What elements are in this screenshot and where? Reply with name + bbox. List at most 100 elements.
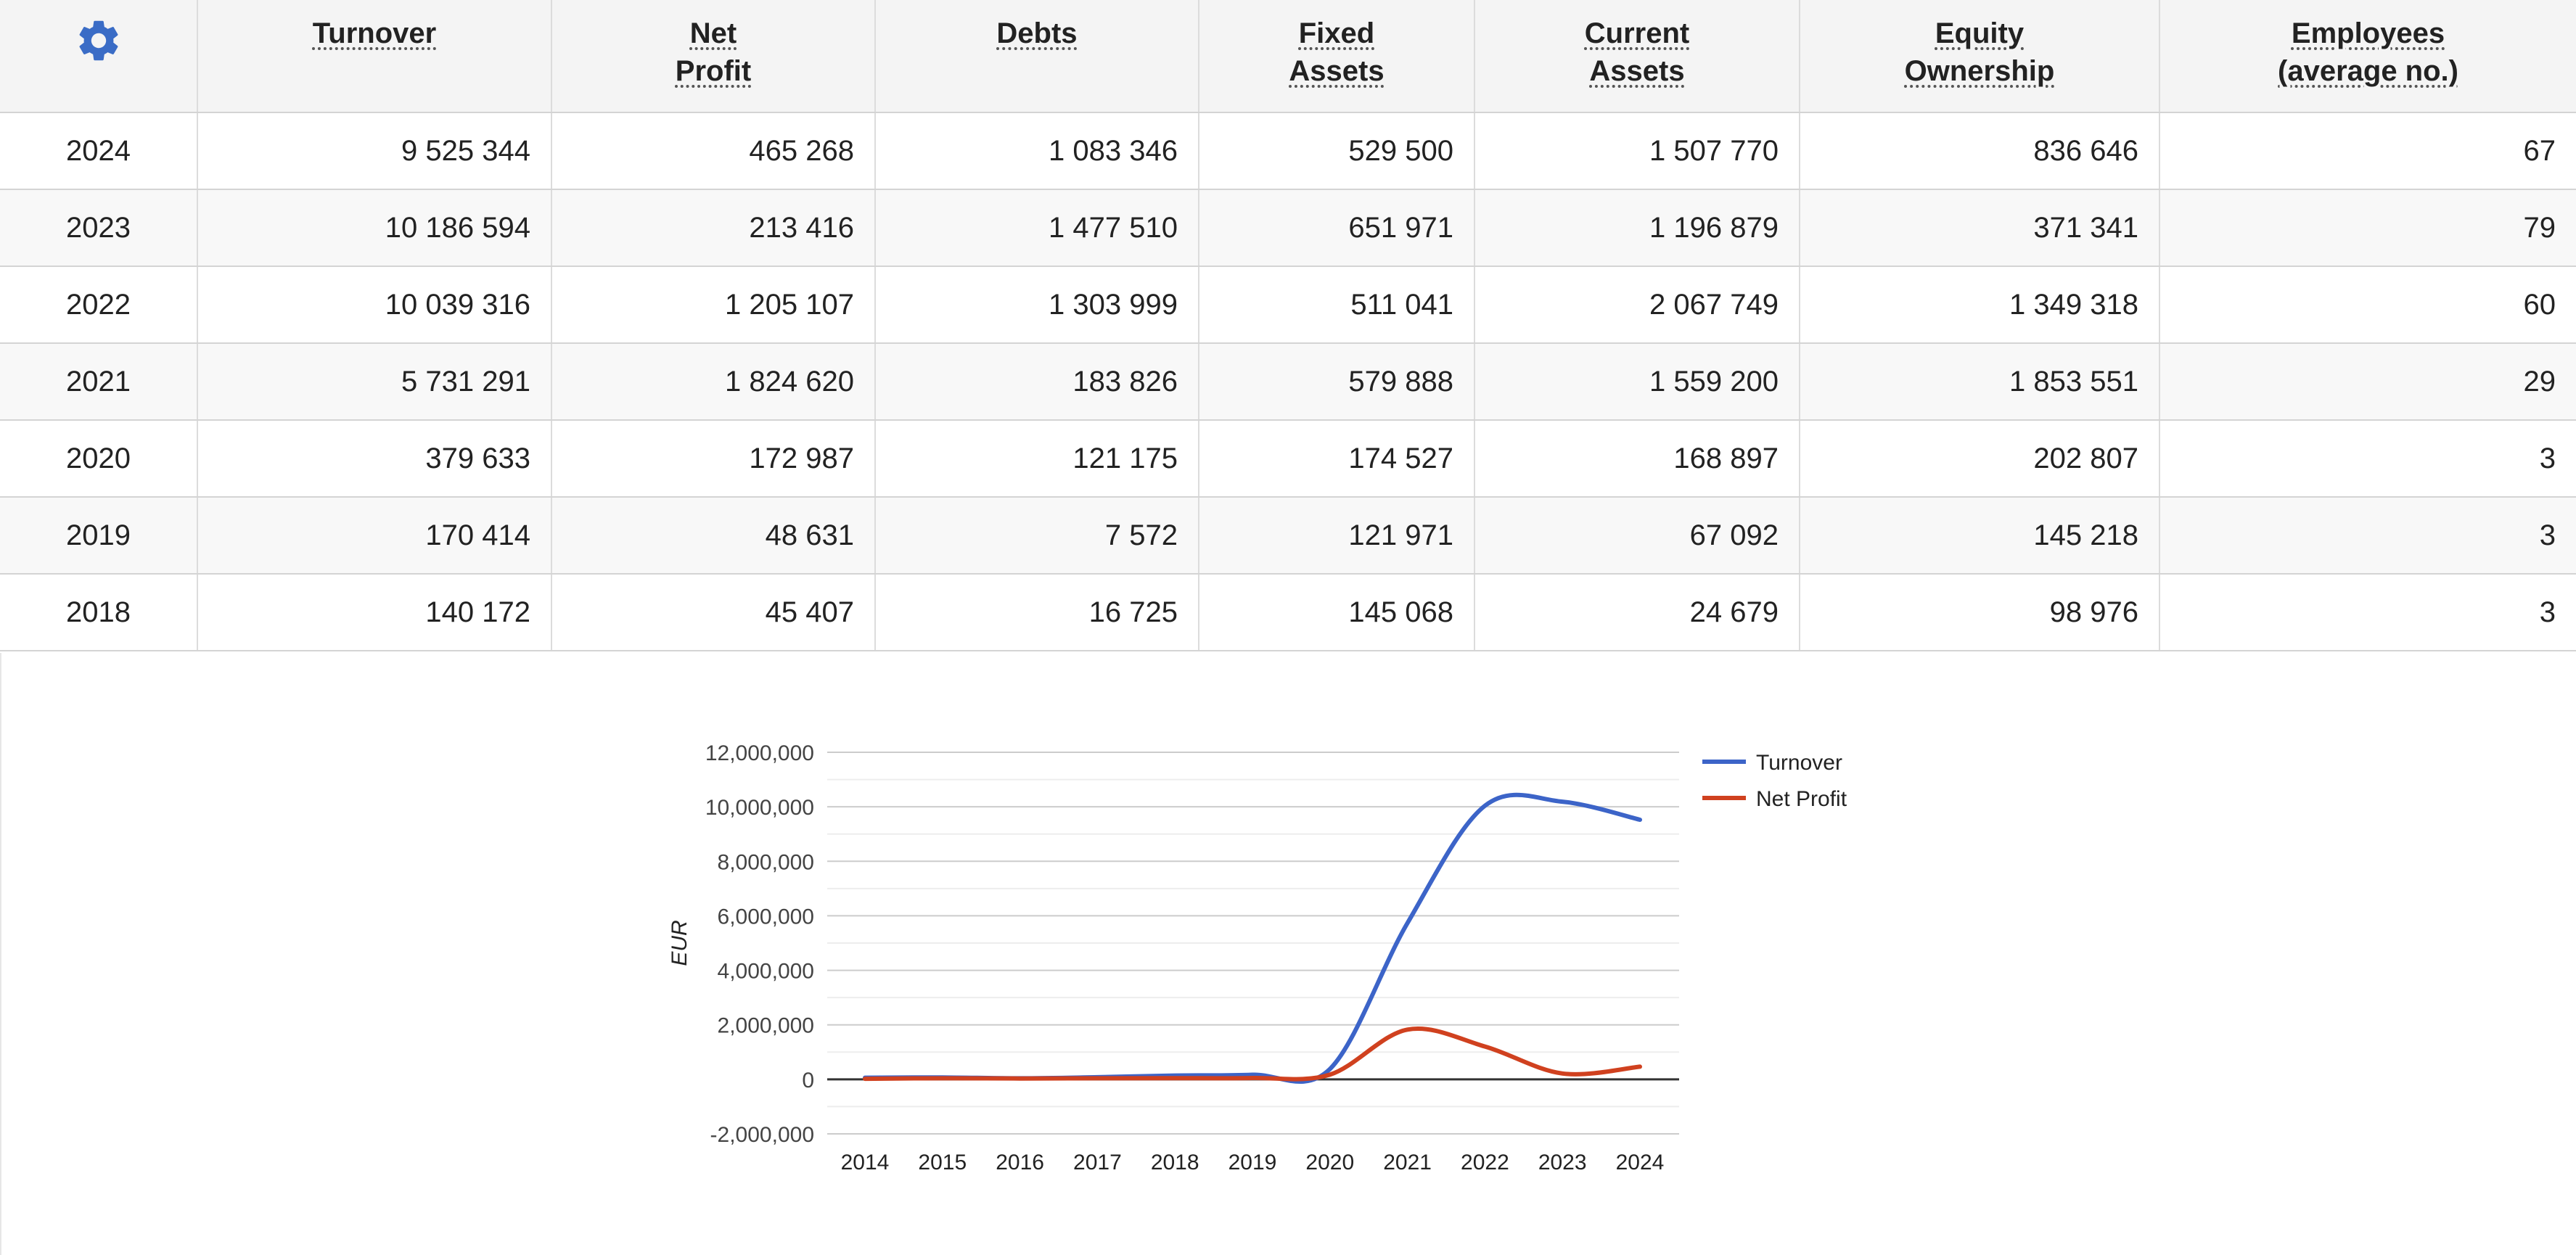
value-cell-net-profit: 48 631 [551,497,875,575]
column-header-label[interactable]: Net Profit [675,17,752,87]
value-cell-equity-ownership: 145 218 [1799,497,2159,575]
x-tick-label: 2024 [1616,1151,1665,1174]
value-cell-equity-ownership: 371 341 [1799,189,2159,267]
x-tick-label: 2016 [996,1151,1044,1174]
column-header-employees: Employees (average no.) [2159,0,2576,113]
data-point-net-profit [940,1075,946,1081]
data-point-net-profit [1637,1063,1643,1069]
value-cell-fixed-assets: 121 971 [1198,497,1474,575]
value-cell-current-assets: 168 897 [1474,420,1800,498]
year-cell: 2023 [0,189,197,267]
y-tick-label: 0 [802,1069,814,1093]
year-cell: 2024 [0,112,197,190]
value-cell-current-assets: 2 067 749 [1474,266,1800,344]
value-cell-current-assets: 1 507 770 [1474,112,1800,190]
value-cell-debts: 1 303 999 [874,266,1199,344]
column-header-current-assets: Current Assets [1474,0,1800,113]
column-header-equity-ownership: Equity Ownership [1799,0,2159,113]
value-cell-fixed-assets: 529 500 [1198,112,1474,190]
y-tick-label: -2,000,000 [710,1123,814,1147]
y-tick-label: 6,000,000 [718,905,814,929]
data-point-net-profit [1327,1071,1333,1077]
value-cell-current-assets: 1 196 879 [1474,189,1800,267]
data-point-net-profit [1172,1075,1178,1081]
value-cell-fixed-assets: 579 888 [1198,343,1474,421]
x-tick-label: 2018 [1151,1151,1199,1174]
value-cell-net-profit: 465 268 [551,112,875,190]
value-cell-equity-ownership: 1 853 551 [1799,343,2159,421]
table-row: 2023 10 186 594 213 416 1 477 510 651 971 1 1… [0,189,2576,267]
x-tick-label: 2022 [1461,1151,1509,1174]
x-tick-label: 2019 [1228,1151,1277,1174]
column-header-fixed-assets: Fixed Assets [1198,0,1474,113]
settings-header-cell [0,0,197,113]
value-cell-turnover: 10 039 316 [197,266,551,344]
value-cell-employees: 3 [2159,497,2576,575]
line-chart: -2,000,000 0 2,000,000 4,000,000 6,000,000 8,… [668,741,1847,1174]
column-header-net-profit: Net Profit [551,0,875,113]
column-header-label[interactable]: Equity Ownership [1904,17,2055,87]
value-cell-net-profit: 1 205 107 [551,266,875,344]
year-cell: 2021 [0,343,197,421]
value-cell-equity-ownership: 1 349 318 [1799,266,2159,344]
table-row: 2024 9 525 344 465 268 1 083 346 529 500 1 50… [0,112,2576,190]
value-cell-current-assets: 1 559 200 [1474,343,1800,421]
value-cell-employees: 60 [2159,266,2576,344]
value-cell-employees: 67 [2159,112,2576,190]
x-tick-label: 2015 [918,1151,967,1174]
y-tick-label: 10,000,000 [705,796,814,820]
value-cell-net-profit: 1 824 620 [551,343,875,421]
data-point-net-profit [1094,1075,1100,1081]
legend-label-net-profit: Net Profit [1756,787,1847,811]
data-point-turnover [1559,799,1565,805]
table-row: 2021 5 731 291 1 824 620 183 826 579 888 1 55… [0,343,2576,421]
data-point-turnover [1405,921,1411,926]
gear-icon[interactable] [74,16,123,65]
table-row: 2018 140 172 45 407 16 725 145 068 24 679 98 9… [0,574,2576,651]
y-tick-label: 12,000,000 [705,741,814,765]
year-cell: 2020 [0,420,197,498]
data-point-turnover [1637,817,1643,823]
financial-table: Turnover Net Profit Debts Fixed Assets Curre… [0,0,2576,651]
table-header-row: Turnover Net Profit Debts Fixed Assets Curre… [0,0,2576,113]
x-tick-label: 2021 [1383,1151,1432,1174]
value-cell-debts: 16 725 [874,574,1199,651]
column-header-label[interactable]: Current Assets [1584,17,1690,87]
year-cell: 2019 [0,497,197,575]
value-cell-fixed-assets: 145 068 [1198,574,1474,651]
data-point-net-profit [1250,1075,1255,1081]
table-row: 2019 170 414 48 631 7 572 121 971 67 092 145 2… [0,497,2576,575]
table-body: 2024 9 525 344 465 268 1 083 346 529 500 1 50… [0,112,2576,651]
value-cell-turnover: 170 414 [197,497,551,575]
x-tick-label: 2023 [1538,1151,1587,1174]
column-header-label[interactable]: Fixed Assets [1289,17,1385,87]
value-cell-debts: 7 572 [874,497,1199,575]
value-cell-employees: 3 [2159,574,2576,651]
value-cell-turnover: 140 172 [197,574,551,651]
year-cell: 2022 [0,266,197,344]
column-header-label[interactable]: Employees (average no.) [2278,17,2458,87]
legend-label-turnover: Turnover [1756,751,1842,775]
value-cell-debts: 1 477 510 [874,189,1199,267]
year-cell: 2018 [0,574,197,651]
column-header-label[interactable]: Turnover [312,17,437,49]
data-point-net-profit [1405,1026,1411,1032]
value-cell-fixed-assets: 651 971 [1198,189,1474,267]
value-cell-fixed-assets: 174 527 [1198,420,1474,498]
table-row: 2022 10 039 316 1 205 107 1 303 999 511 041 2… [0,266,2576,344]
value-cell-turnover: 9 525 344 [197,112,551,190]
data-point-net-profit [862,1076,868,1082]
x-tick-label: 2020 [1305,1151,1354,1174]
chart-area: -2,000,000 0 2,000,000 4,000,000 6,000,000 8,… [0,653,2576,1255]
data-point-turnover [1482,803,1488,809]
data-point-turnover [1327,1066,1333,1072]
y-tick-label: 2,000,000 [718,1014,814,1038]
column-header-label[interactable]: Debts [996,17,1078,49]
data-point-net-profit [1482,1044,1488,1050]
value-cell-turnover: 379 633 [197,420,551,498]
series-line-net-profit [863,1026,1642,1082]
data-point-net-profit [1017,1076,1023,1082]
value-cell-turnover: 10 186 594 [197,189,551,267]
table-row: 2020 379 633 172 987 121 175 174 527 168 897 2… [0,420,2576,498]
y-tick-label: 8,000,000 [718,850,814,874]
